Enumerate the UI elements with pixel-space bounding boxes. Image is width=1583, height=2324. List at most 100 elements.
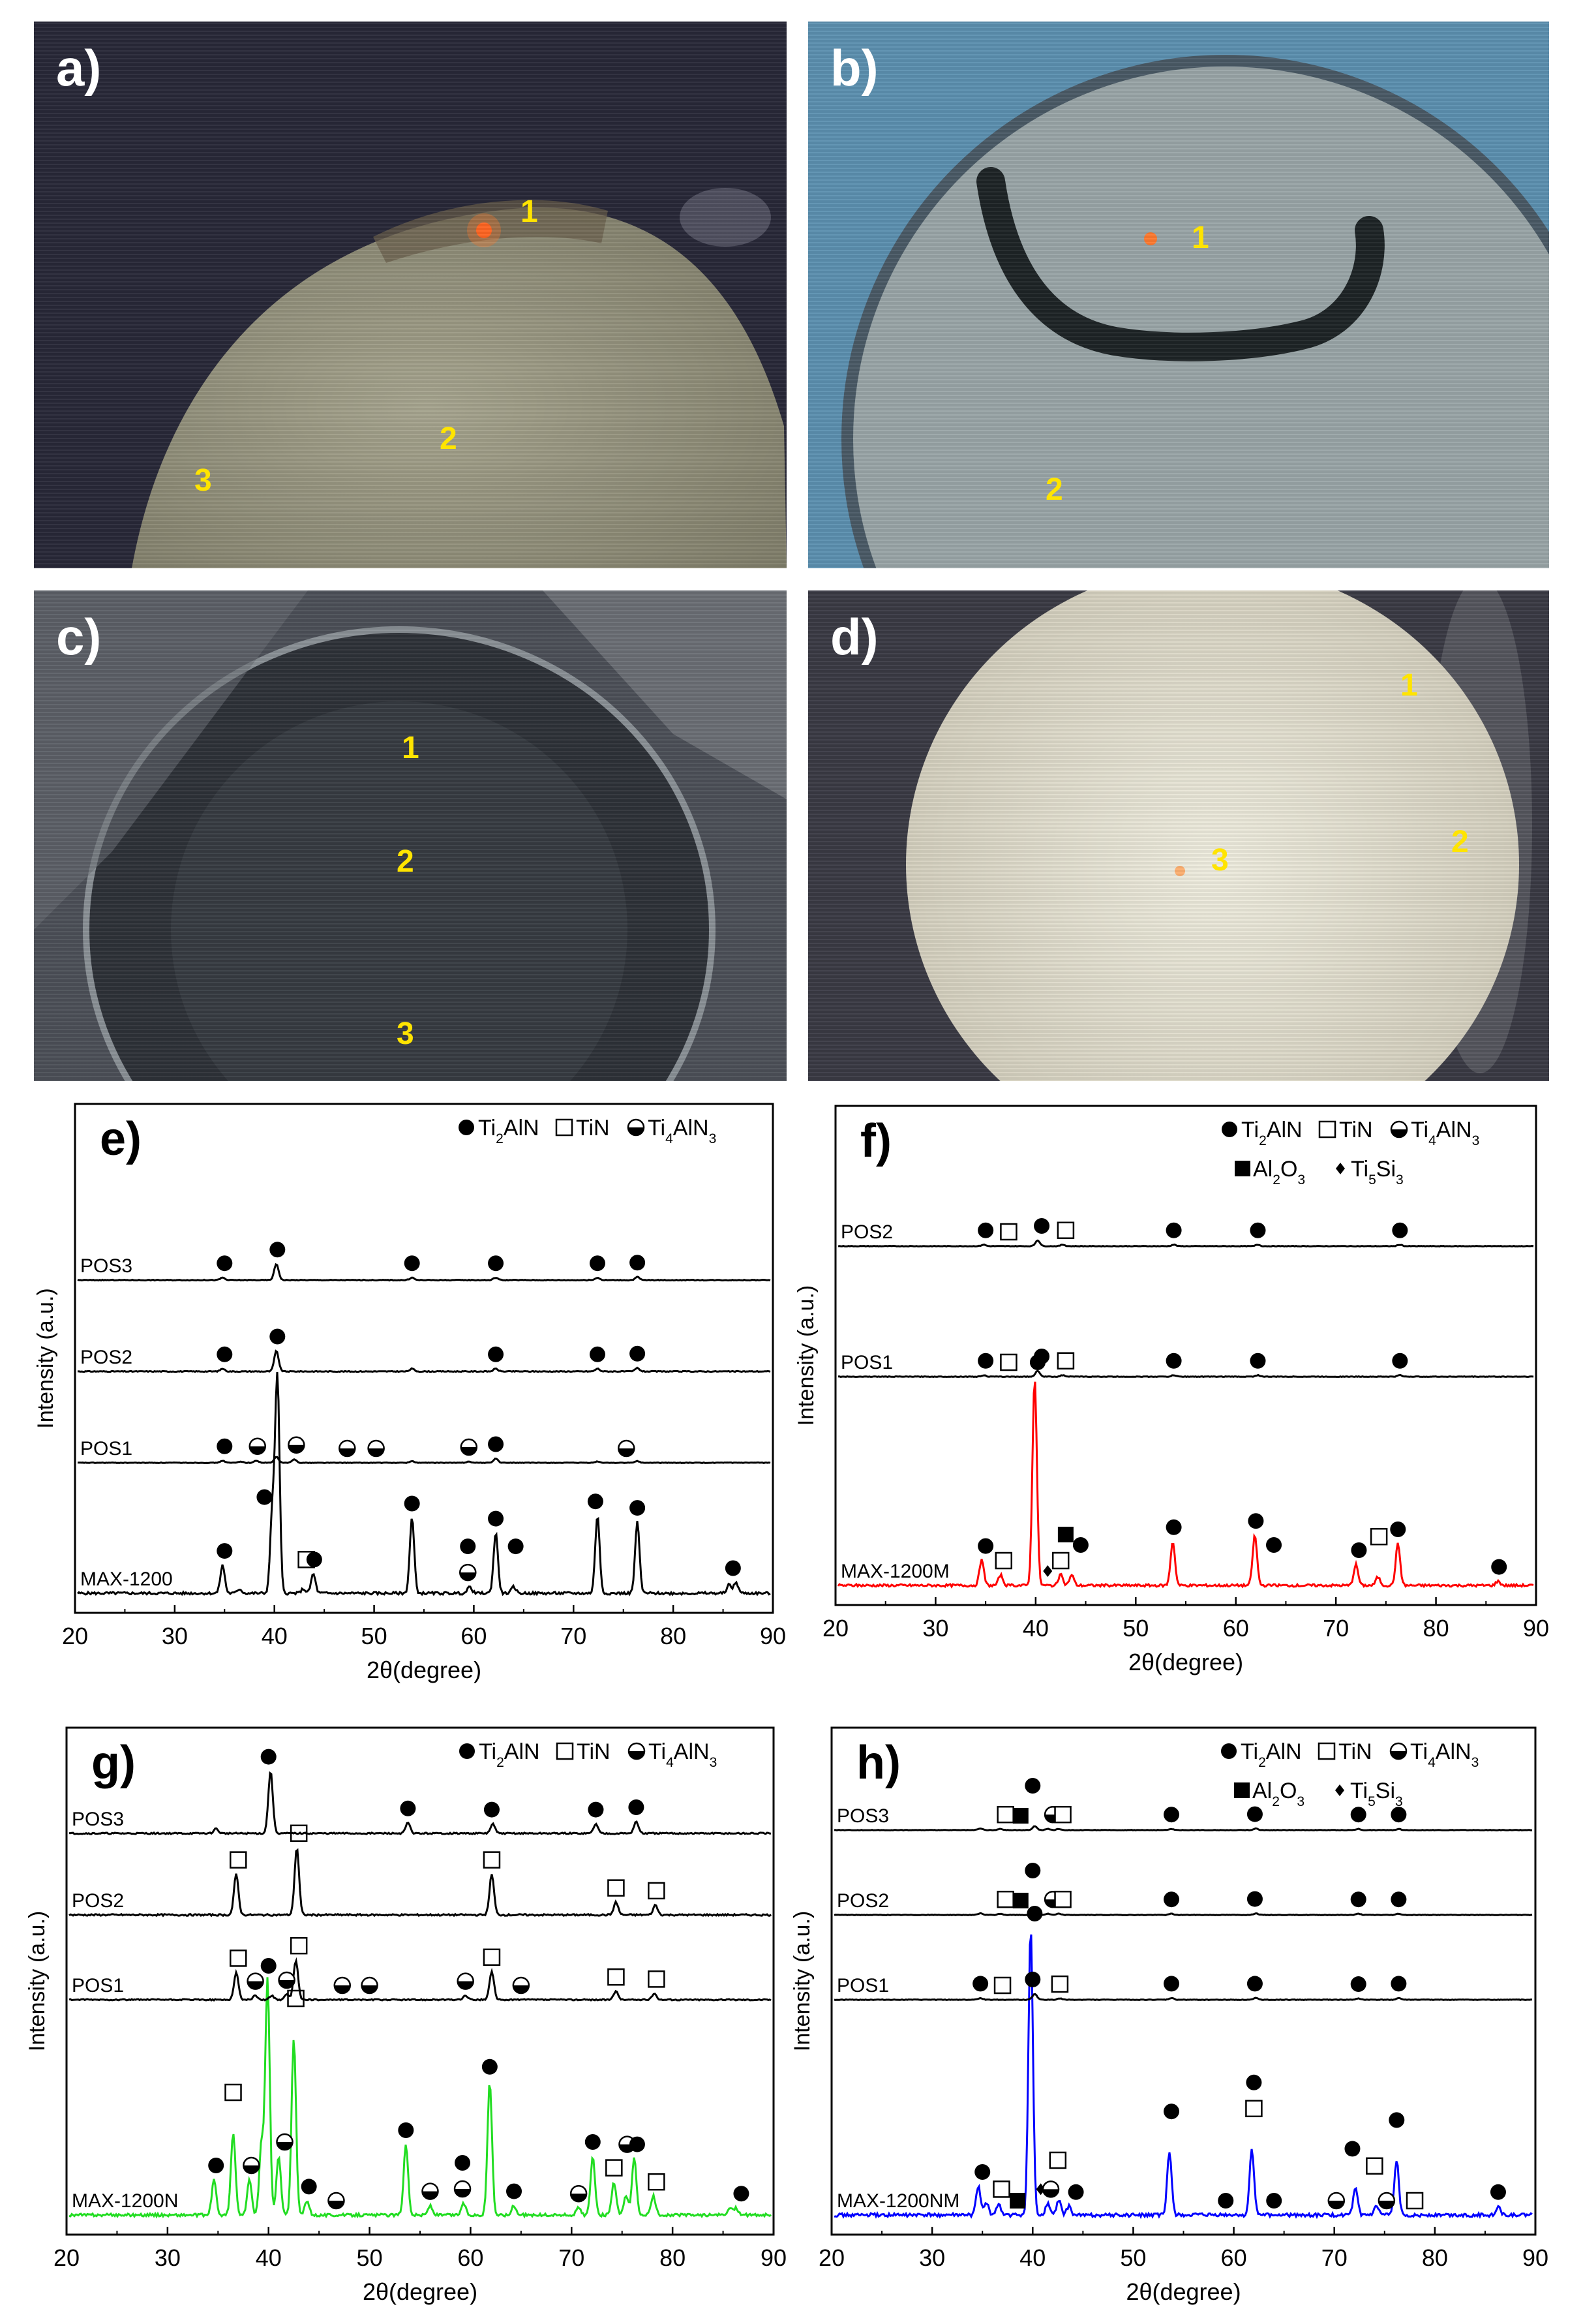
phase-marker-ti2aln [1025, 1971, 1041, 1987]
pattern-line-pos3 [834, 1825, 1533, 1831]
legend-marker-ti5si3 [1335, 1784, 1344, 1796]
legend-label-ti4aln3: Ti4AlN3 [1411, 1118, 1479, 1148]
phase-marker-ti2aln [488, 1436, 504, 1452]
point-label-c-1: 1 [402, 731, 419, 765]
phase-marker-tin [1054, 1890, 1072, 1908]
phase-marker-ti4aln3-fill [1328, 2201, 1344, 2209]
phase-marker-tin [483, 1948, 501, 1966]
legend-label-al2o3-part-1: 2 [1273, 1172, 1280, 1187]
phase-marker-tin [1054, 1805, 1072, 1824]
phase-marker-ti4aln3-fill [422, 2191, 438, 2199]
phase-marker-ti4aln3-fill [460, 1447, 477, 1456]
phase-marker-ti4aln3 [288, 1436, 305, 1454]
legend-label-al2o3-part-1: 2 [1272, 1794, 1280, 1809]
phase-marker-ti2aln [589, 1255, 605, 1272]
xrd-chart-svg: f) 20 30 40 50 60 70 80 90 2θ(degree) Intensity (a… [794, 1105, 1549, 1675]
legend-marker-al2o3 [1235, 1161, 1250, 1176]
phase-marker-ti2aln [725, 1560, 741, 1576]
pattern-line-pos1 [834, 1993, 1533, 2002]
point-label-b-1: 1 [1192, 221, 1209, 255]
xrd-chart-g: g) 20 30 40 50 60 70 80 90 2θ(degree) Intensity (a… [0, 1709, 791, 2324]
legend-label-tin-part-0: TiN [576, 1116, 610, 1140]
series-label-max-1200nm: MAX-1200NM [837, 2190, 959, 2212]
pattern-line-pos1 [68, 1957, 772, 2002]
phase-marker-ti2aln [1350, 1807, 1366, 1823]
legend-label-ti2aln-part-2: AlN [1266, 1739, 1302, 1764]
point-label-d-1: 1 [1400, 668, 1418, 703]
phase-marker-ti4aln3 [453, 2180, 472, 2198]
phase-marker-ti2aln [628, 1799, 644, 1815]
phase-marker-ti4aln3-fill [249, 1446, 265, 1454]
phase-marker-ti2aln [256, 1489, 273, 1505]
pattern-line-max-1200m [837, 1381, 1534, 1589]
panel-label-c: c) [56, 608, 102, 665]
phase-marker-ti4aln3 [1327, 2192, 1346, 2210]
phase-marker-ti4aln3 [512, 1976, 530, 1995]
phase-marker-ti2aln [260, 1958, 277, 1974]
x-tick-label: 40 [256, 2244, 282, 2271]
micrograph-c-image [34, 590, 787, 1081]
series-label-pos2: POS2 [72, 1890, 124, 1912]
legend-marker-ti5si3 [1336, 1163, 1345, 1174]
x-tick-label: 40 [1023, 1615, 1049, 1642]
legend-label-al2o3-part-3: 3 [1297, 1172, 1305, 1187]
phase-marker-ti2aln [584, 2134, 601, 2150]
phase-marker-ti2aln [1248, 1513, 1264, 1529]
x-tick-label: 30 [922, 1615, 948, 1642]
phase-marker-ti4aln3 [459, 1563, 477, 1582]
x-tick-label: 20 [53, 2244, 80, 2271]
phase-marker-ti2aln [1389, 2112, 1405, 2128]
phase-marker-ti4aln3 [1378, 2192, 1396, 2210]
micrograph-d: d) 1 2 3 [808, 590, 1549, 1081]
panel-label-d: d) [830, 608, 879, 665]
legend-label-ti4aln3: Ti4AlN3 [1410, 1739, 1479, 1770]
phase-marker-ti2aln [1164, 1807, 1180, 1823]
phase-marker-tin [290, 1936, 308, 1955]
phase-marker-ti2aln [974, 2164, 991, 2180]
phase-marker-ti2aln [483, 1801, 500, 1818]
phase-marker-ti4aln3-fill [279, 1980, 295, 1988]
legend-label-ti4aln3-part-1: 4 [665, 1131, 673, 1146]
phase-marker-ti4aln3-fill [247, 1981, 264, 1989]
legend-label-al2o3-part-2: O [1280, 1157, 1297, 1182]
phase-marker-ti4aln3-fill [334, 1985, 350, 1993]
phase-marker-ti2aln [978, 1353, 994, 1369]
legend-label-ti5si3-part-1: 5 [1368, 1172, 1376, 1187]
phase-marker-ti2aln [217, 1438, 233, 1454]
pattern-line-pos3 [68, 1771, 772, 1835]
phase-marker-ti2aln [1266, 2193, 1282, 2209]
legend-label-ti4aln3-part-3: 3 [710, 1755, 717, 1770]
legend-label-tin-part-0: TiN [1339, 1118, 1373, 1142]
point-label-b-2: 2 [1046, 472, 1063, 507]
point-label-d-3: 3 [1211, 843, 1229, 878]
phase-marker-ti4aln3 [457, 1972, 474, 1990]
legend-label-ti5si3-part-3: 3 [1395, 1794, 1403, 1809]
phase-marker-tin [1057, 1221, 1075, 1239]
phase-marker-ti4aln3 [367, 1439, 385, 1458]
legend-label-ti2aln: Ti2AlN [1241, 1739, 1302, 1770]
x-axis-label: 2θ(degree) [363, 2278, 477, 2305]
phase-marker-ti4aln3-fill [361, 1985, 378, 1993]
series-label-pos1: POS1 [80, 1438, 132, 1460]
phase-marker-tin [993, 1976, 1012, 1995]
legend-label-ti5si3-part-3: 3 [1396, 1172, 1404, 1187]
phase-marker-tin [997, 1890, 1014, 1908]
x-tick-label: 30 [919, 2244, 945, 2271]
phase-marker-tin [607, 1879, 625, 1897]
phase-marker-tin [997, 1805, 1014, 1824]
phase-marker-ti2aln [208, 2158, 224, 2173]
legend-label-ti4aln3-part-0: Ti [648, 1739, 666, 1764]
x-tick-label: 20 [819, 2244, 845, 2271]
phase-marker-ti4aln3-fill [328, 2201, 344, 2209]
phase-marker-ti2aln [269, 1242, 286, 1258]
pattern-line-pos2 [77, 1349, 771, 1373]
x-tick-label: 20 [62, 1623, 88, 1649]
phase-marker-ti2aln [481, 2058, 498, 2075]
pattern-line-pos3 [77, 1262, 771, 1282]
pattern-line-pos2 [834, 1910, 1533, 1916]
legend-label-ti2aln-part-2: AlN [504, 1116, 539, 1140]
phase-marker-tin [224, 2083, 242, 2102]
phase-marker-ti2aln [1250, 1222, 1266, 1238]
phase-marker-ti2aln [588, 1801, 604, 1818]
